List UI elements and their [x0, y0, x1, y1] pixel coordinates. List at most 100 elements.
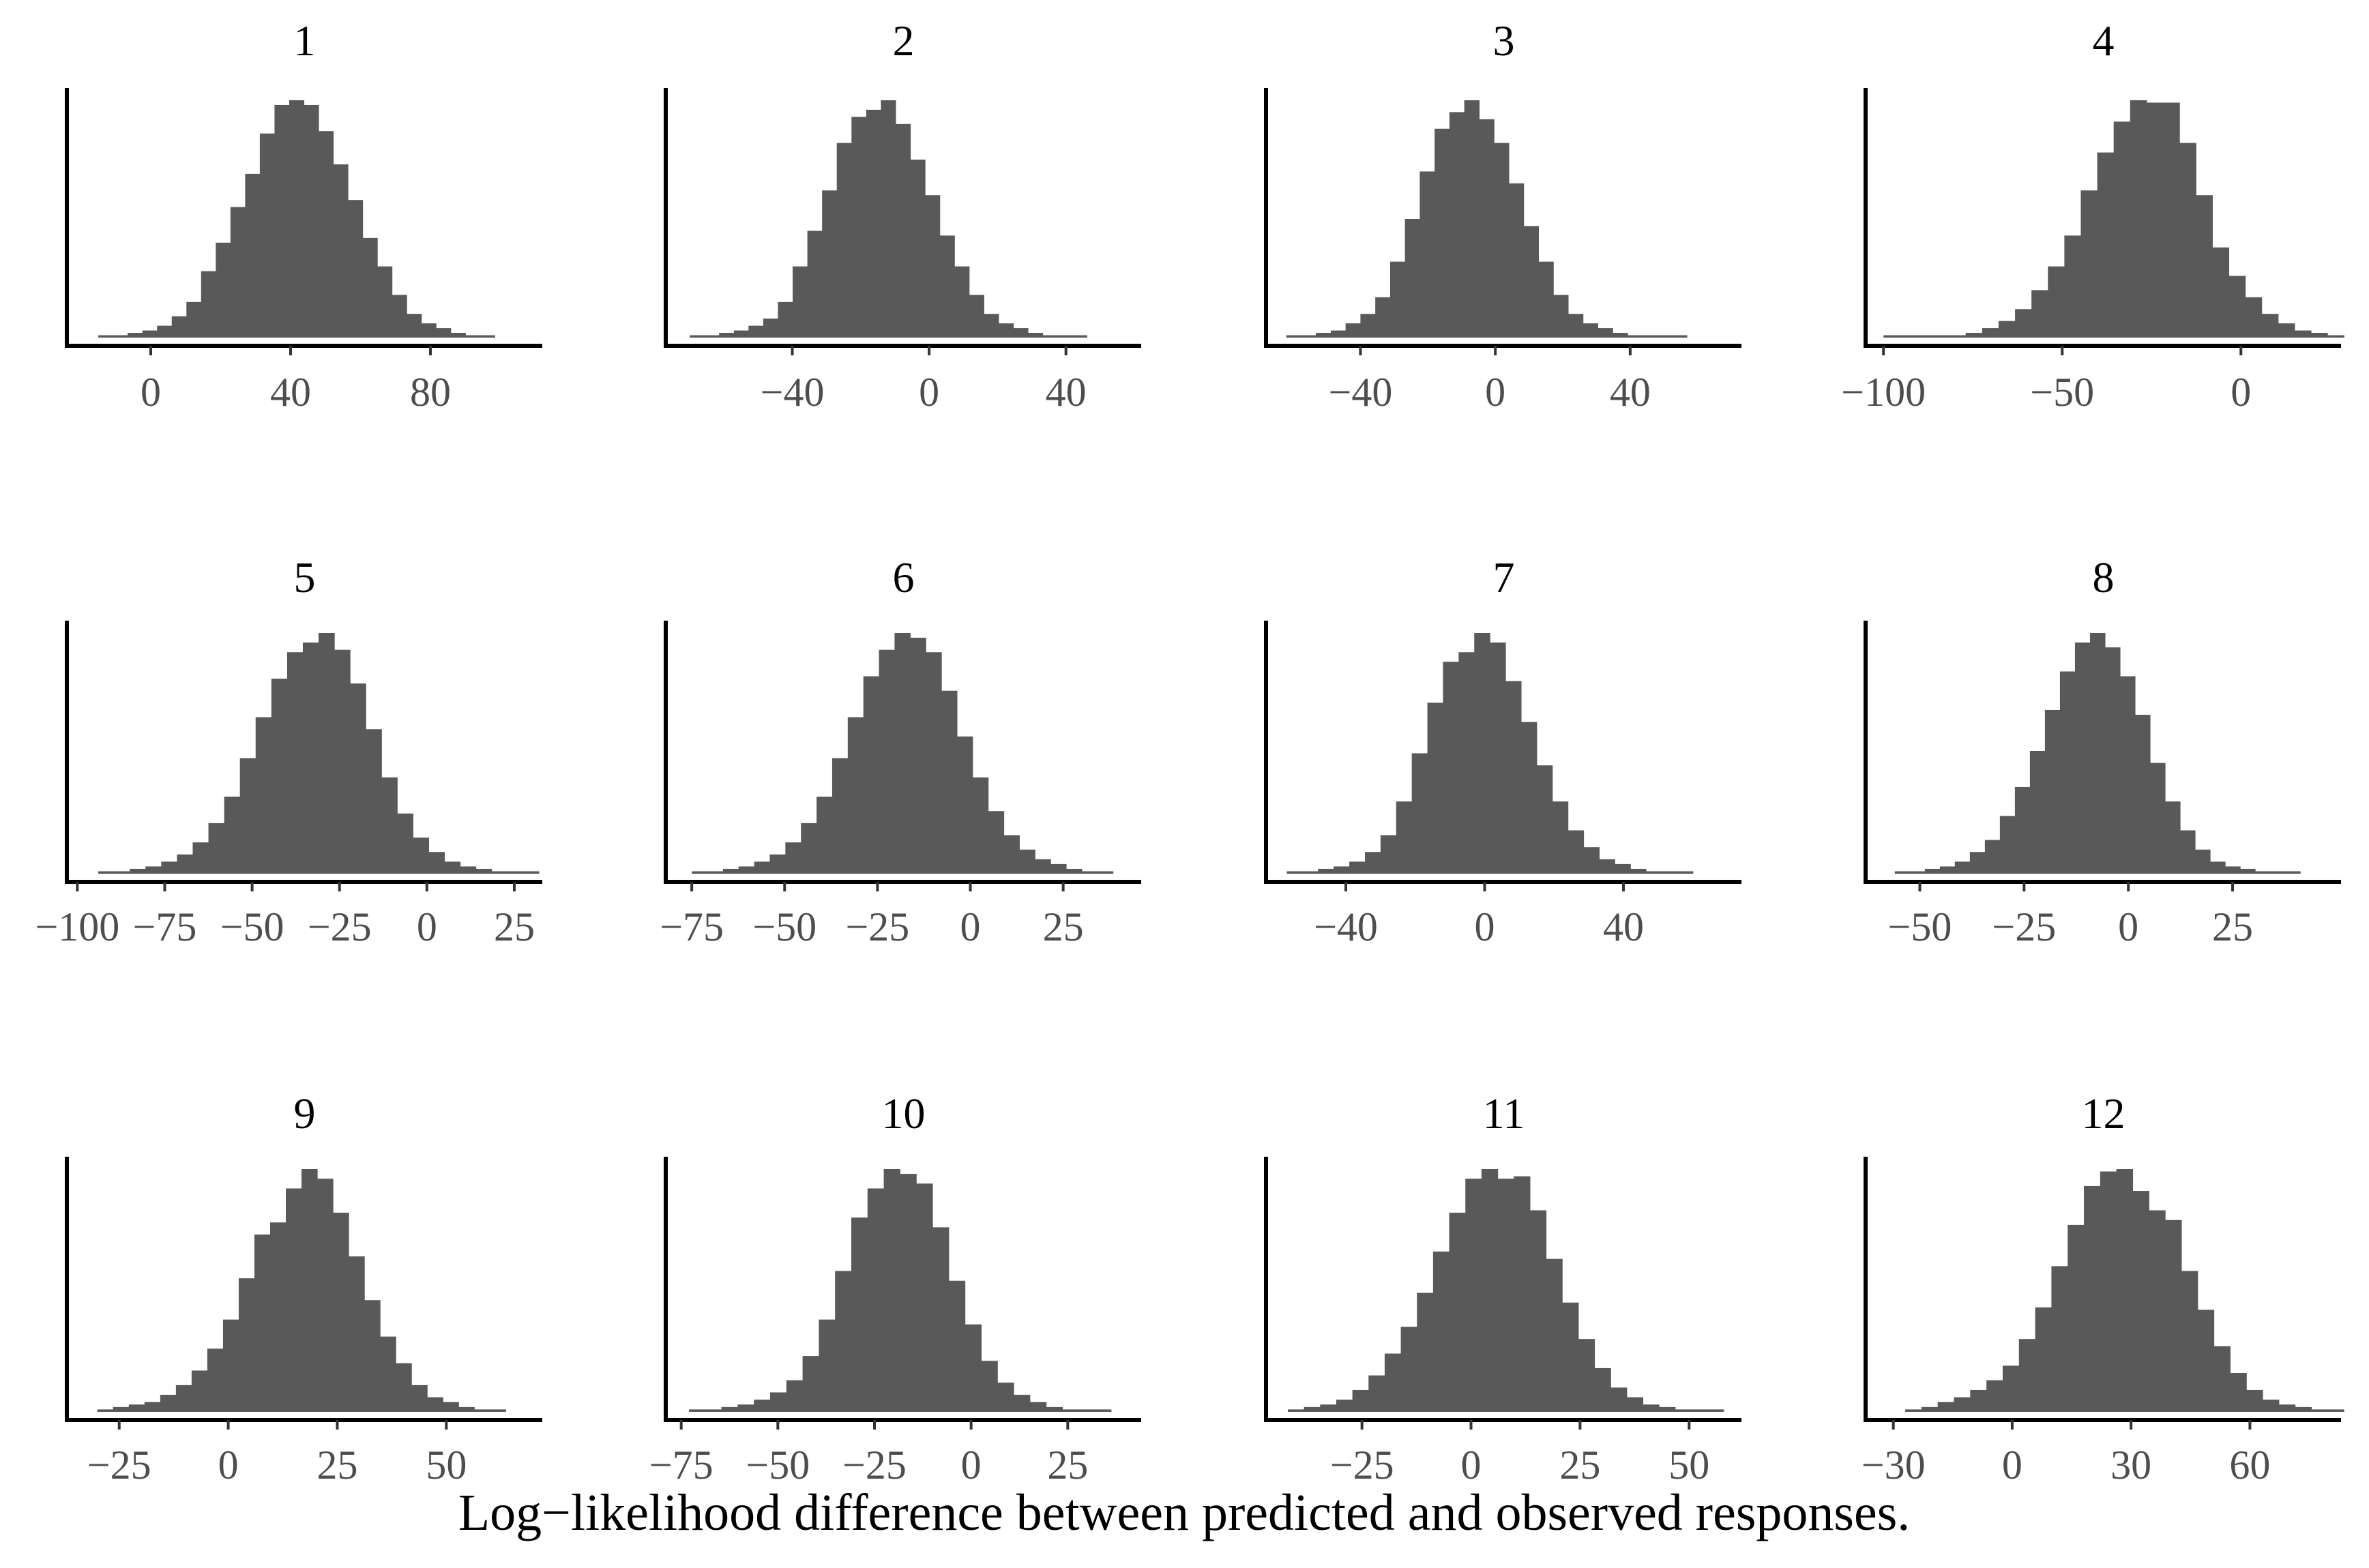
histogram-bar	[1672, 335, 1688, 338]
histogram-bar	[1916, 335, 1934, 338]
histogram-bar	[1568, 314, 1584, 338]
histogram-bar	[1657, 335, 1673, 338]
histogram-panel-3: 3 −40 0 40	[1264, 16, 1741, 415]
histogram-bar	[380, 1336, 396, 1412]
histogram-bar	[981, 1361, 998, 1412]
histogram-bar	[2245, 297, 2263, 338]
histogram-bar	[2278, 1404, 2296, 1412]
histogram-bar	[175, 1385, 192, 1412]
histogram-bar	[1494, 143, 1510, 338]
histogram-bar	[319, 131, 334, 338]
histogram-bar	[1029, 1402, 1047, 1412]
histogram-bar	[948, 1280, 966, 1412]
histogram-bar	[1302, 871, 1319, 874]
histogram-bar	[819, 1319, 836, 1412]
x-tick-label: 40	[1603, 904, 1644, 949]
histogram-bar	[349, 1256, 365, 1412]
histogram-bar	[144, 1402, 161, 1412]
panel-title: 6	[893, 553, 915, 602]
histogram-bar	[1937, 1402, 1955, 1412]
histogram-bar	[1095, 1409, 1112, 1412]
histogram-bar	[364, 1300, 381, 1412]
histogram-bar	[269, 1222, 286, 1412]
histogram-bar	[1598, 328, 1613, 338]
x-tick-label: −25	[842, 1443, 907, 1488]
histogram-bar	[969, 295, 984, 338]
x-tick-label: −75	[133, 904, 197, 949]
histogram-bar	[733, 330, 749, 338]
histogram-bar	[192, 842, 209, 874]
histogram-bar	[274, 104, 290, 338]
histogram-bar	[142, 330, 158, 338]
histogram-bar	[1490, 642, 1506, 874]
histogram-bar	[397, 813, 413, 874]
histogram-bar	[954, 266, 970, 338]
x-tick-label: 25	[494, 904, 535, 949]
histogram-bar	[411, 1385, 428, 1412]
histogram-bar	[436, 328, 452, 338]
x-tick-label: −50	[746, 1443, 810, 1488]
histogram-bar	[866, 109, 881, 338]
panels: 10 40 802−40 0 403−40 0 404−100 −50 05−100 −75 −50…	[35, 16, 2344, 1488]
histogram-bar	[867, 1188, 885, 1412]
histogram-panel-10: 10 −75 −50 −25 0 25	[649, 1089, 1141, 1488]
histogram-bar	[460, 866, 477, 874]
histogram-bar	[2295, 1406, 2312, 1412]
x-tick-label: 0	[960, 904, 981, 949]
histogram-bar	[1081, 871, 1098, 874]
x-tick-label: 0	[919, 370, 939, 415]
histogram-bar	[1404, 219, 1421, 338]
histogram-bar	[191, 1370, 208, 1412]
histogram-bar	[98, 871, 115, 874]
histogram-bar	[392, 295, 407, 338]
histogram-bar	[1301, 335, 1316, 338]
histogram-bar	[216, 242, 231, 338]
histogram-bar	[490, 1409, 506, 1412]
histogram-bar	[910, 638, 926, 874]
histogram-bar	[2327, 1409, 2344, 1412]
histogram-bar	[2015, 309, 2032, 338]
histogram-bar	[396, 1363, 412, 1412]
histogram-bar	[1999, 816, 2016, 874]
histogram-bar	[900, 1174, 917, 1412]
histogram-bar	[965, 1324, 982, 1412]
histogram-bar	[1909, 871, 1926, 874]
histogram-bar	[1013, 328, 1029, 338]
histogram-bar	[879, 649, 896, 874]
histogram-bar	[480, 335, 495, 338]
x-tick-label: 50	[1668, 1443, 1709, 1488]
histogram-bar	[2134, 715, 2151, 874]
histogram-bar	[1330, 330, 1347, 338]
histogram-panel-2: 2 −40 0 40	[664, 16, 1141, 415]
histogram-bar	[2097, 152, 2115, 338]
histogram-bar	[770, 1392, 787, 1412]
histogram-bar	[348, 200, 364, 338]
histogram-bar	[186, 301, 202, 338]
histogram-bar	[997, 1382, 1014, 1412]
histogram-bar	[1352, 1389, 1369, 1412]
histogram-bar	[1538, 261, 1554, 338]
histogram-bar	[201, 271, 216, 338]
histogram-bar	[832, 758, 849, 874]
x-tick-label: 25	[1047, 1443, 1088, 1488]
panel-title: 9	[294, 1089, 316, 1138]
histogram-bar	[1345, 323, 1362, 338]
x-tick-label: 0	[2231, 370, 2251, 415]
histogram-bar	[836, 143, 852, 338]
histogram-bar	[2179, 143, 2196, 338]
histogram-bar	[2089, 633, 2106, 874]
histogram-bar	[2080, 190, 2098, 338]
histogram-bar	[254, 1234, 271, 1412]
histogram-panel-8: 8 −50 −25 0 25	[1864, 553, 2341, 949]
histogram-bar	[1514, 1176, 1531, 1412]
histogram-bar	[255, 717, 272, 874]
histogram-bar	[145, 866, 162, 874]
histogram-bar	[1905, 1409, 1922, 1412]
histogram-panel-6: 6 −75 −50 −25 0 25	[660, 553, 1141, 949]
histogram-bar	[863, 676, 880, 874]
histogram-bar	[778, 301, 793, 338]
histogram-bar	[956, 736, 973, 874]
histogram-bar	[1677, 871, 1694, 874]
histogram-bar	[2035, 1307, 2052, 1412]
histogram-bar	[2029, 750, 2046, 874]
